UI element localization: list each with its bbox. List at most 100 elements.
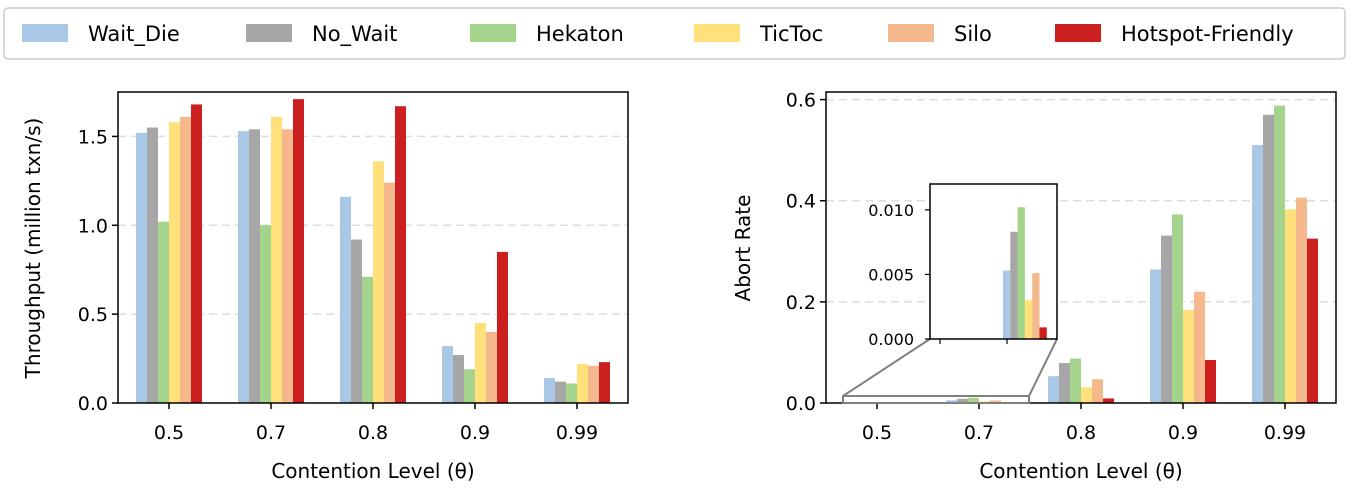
legend-label: Silo <box>954 22 992 46</box>
bar <box>453 355 464 403</box>
x-tick-label: 0.8 <box>358 422 388 444</box>
throughput-x-label: Contention Level (θ) <box>271 459 474 483</box>
bar <box>566 383 577 403</box>
bar <box>544 378 555 403</box>
inset-bar <box>1032 273 1040 339</box>
y-tick-label: 0.0 <box>786 393 816 415</box>
legend-label: Wait_Die <box>88 22 180 47</box>
bar <box>271 116 282 403</box>
x-tick-label: 0.9 <box>460 422 490 444</box>
inset-bar <box>1003 270 1011 339</box>
bar <box>147 127 158 404</box>
bar <box>1059 363 1070 403</box>
bar <box>1092 379 1103 403</box>
throughput-y-ticks: 0.0 0.5 1.0 1.5 <box>78 126 118 415</box>
bar <box>1103 398 1114 403</box>
y-tick-label: 0.4 <box>786 191 816 213</box>
legend-label: No_Wait <box>312 22 397 47</box>
legend-label: Hotspot-Friendly <box>1121 22 1294 46</box>
inset-zoom-region <box>842 395 1030 404</box>
bar <box>1150 269 1161 403</box>
abort-rate-inset: 0.000 0.005 0.010 <box>842 183 1058 404</box>
x-tick-label: 0.9 <box>1168 422 1198 444</box>
inset-y-tick-label: 0.000 <box>868 330 914 349</box>
x-tick-label: 0.7 <box>256 422 286 444</box>
x-tick-label: 0.7 <box>964 422 994 444</box>
bar <box>486 331 497 403</box>
bar <box>1307 238 1318 403</box>
legend-swatch <box>246 24 292 42</box>
throughput-bars <box>136 99 610 404</box>
bar <box>249 129 260 403</box>
bar <box>136 132 147 404</box>
bar <box>260 225 271 403</box>
abort-rate-chart: 0.0 0.2 0.4 0.6 0.5 0.7 0.8 0.9 0.99 Contention… <box>731 90 1337 483</box>
legend-frame <box>3 7 1346 60</box>
bar <box>957 398 968 403</box>
bar <box>497 251 508 403</box>
bar <box>588 365 599 403</box>
bar <box>555 381 566 403</box>
x-tick-label: 0.5 <box>862 422 892 444</box>
bar <box>293 99 304 403</box>
abort-rate-x-ticks: 0.5 0.7 0.8 0.9 0.99 <box>862 403 1306 444</box>
bar <box>1161 235 1172 403</box>
legend-swatch <box>22 24 68 42</box>
legend-label: TicToc <box>759 22 823 46</box>
legend-swatch <box>694 24 740 42</box>
bar <box>442 346 453 403</box>
bar <box>191 104 202 403</box>
legend-swatch <box>470 24 516 42</box>
y-tick-label: 0.5 <box>78 304 108 326</box>
abort-rate-y-ticks: 0.0 0.2 0.4 0.6 <box>786 90 826 415</box>
bar <box>158 221 169 403</box>
inset-bars <box>1003 207 1047 339</box>
bar <box>180 116 191 403</box>
bar <box>1070 358 1081 403</box>
x-tick-label: 0.99 <box>1264 422 1306 444</box>
inset-frame <box>929 183 1058 340</box>
inset-connector-left <box>842 338 931 397</box>
bar <box>395 106 406 404</box>
inset-bar <box>1010 231 1018 339</box>
bar <box>238 131 249 403</box>
bar <box>475 323 486 403</box>
bar <box>968 397 979 403</box>
bar <box>1205 360 1216 403</box>
bar <box>1263 114 1274 403</box>
bar <box>169 122 180 403</box>
y-tick-label: 1.0 <box>78 215 108 237</box>
legend-swatch <box>888 24 934 42</box>
throughput-y-label: Throughput (million txn/s) <box>21 118 45 380</box>
legend: Wait_Die No_Wait Hekaton TicToc Silo Hotspot-… <box>3 7 1346 60</box>
bar <box>351 239 362 403</box>
bar <box>577 363 588 403</box>
bar <box>282 129 293 403</box>
inset-connector-right <box>1028 338 1058 397</box>
y-tick-label: 0.6 <box>786 90 816 112</box>
throughput-chart: 0.0 0.5 1.0 1.5 0.5 0.7 0.8 0.9 0.99 Contention… <box>21 91 629 483</box>
bar <box>384 182 395 403</box>
bar <box>946 400 957 403</box>
abort-rate-bars <box>946 105 1318 403</box>
inset-y-ticks: 0.000 0.005 0.010 <box>868 201 930 349</box>
x-tick-label: 0.99 <box>556 422 598 444</box>
throughput-x-ticks: 0.5 0.7 0.8 0.9 0.99 <box>154 403 598 444</box>
y-tick-label: 0.0 <box>78 393 108 415</box>
inset-x-ticks <box>939 339 1008 344</box>
x-tick-label: 0.5 <box>154 422 184 444</box>
bar <box>1285 209 1296 403</box>
bar <box>373 161 384 403</box>
legend-swatch <box>1055 24 1101 42</box>
abort-rate-y-label: Abort Rate <box>731 195 755 302</box>
bar <box>340 196 351 403</box>
bar <box>1048 376 1059 403</box>
bar <box>1081 387 1092 403</box>
inset-bar <box>1039 327 1047 339</box>
bar <box>1172 214 1183 403</box>
bar <box>362 276 373 403</box>
bar <box>599 362 610 403</box>
y-tick-label: 1.5 <box>78 126 108 148</box>
bar <box>1183 309 1194 403</box>
